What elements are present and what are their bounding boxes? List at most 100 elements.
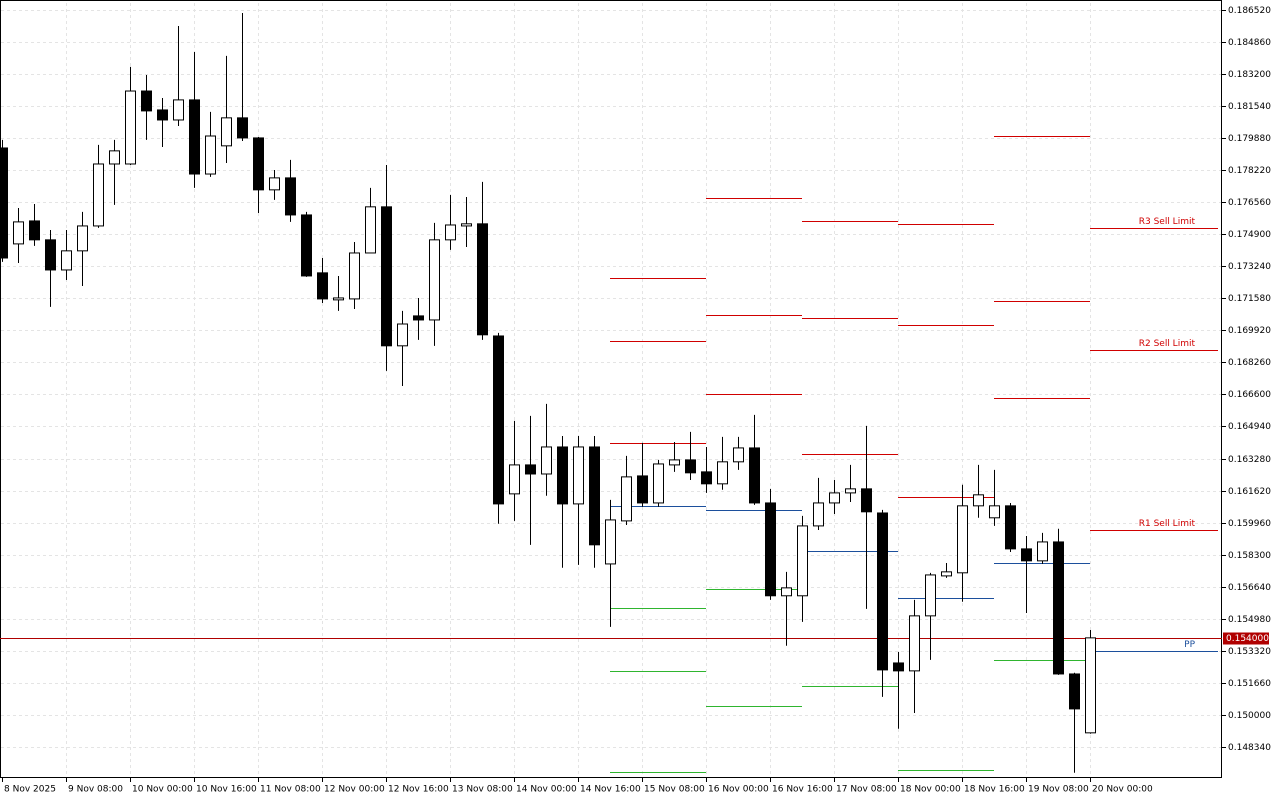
x-tick-label: 15 Nov 08:00 bbox=[644, 785, 705, 795]
candle-body bbox=[701, 471, 712, 485]
candle-body bbox=[285, 177, 296, 216]
y-tick-label: 0.168260 bbox=[1228, 358, 1271, 368]
candle-body bbox=[509, 464, 520, 495]
x-tick-label: 14 Nov 00:00 bbox=[516, 785, 577, 795]
candle-body bbox=[1021, 548, 1032, 562]
candle-body bbox=[381, 206, 392, 347]
candle-body bbox=[637, 475, 648, 504]
y-tick-label: 0.148340 bbox=[1228, 743, 1271, 753]
candle-body bbox=[13, 221, 24, 245]
y-tick-label: 0.178220 bbox=[1228, 166, 1271, 176]
current-price-box bbox=[1223, 632, 1269, 645]
y-tick-label: 0.154980 bbox=[1228, 615, 1271, 625]
x-tick-label: 20 Nov 00:00 bbox=[1092, 785, 1153, 795]
candle-body bbox=[93, 163, 104, 227]
y-tick-label: 0.174900 bbox=[1228, 230, 1271, 240]
candle-body bbox=[525, 464, 536, 475]
pivot-label: R3 Sell Limit bbox=[1139, 217, 1196, 227]
candle-body bbox=[1005, 505, 1016, 550]
candle-body bbox=[109, 150, 120, 165]
candle-body bbox=[125, 90, 136, 165]
candle-body bbox=[477, 223, 488, 336]
pivot-label: PP bbox=[1184, 640, 1195, 650]
candle-body bbox=[941, 571, 952, 577]
candle-body bbox=[1053, 541, 1064, 675]
y-tick-label: 0.186520 bbox=[1228, 6, 1271, 16]
x-tick-label: 16 Nov 16:00 bbox=[772, 785, 833, 795]
candle-body bbox=[557, 446, 568, 505]
y-tick-label: 0.184860 bbox=[1228, 38, 1271, 48]
candle-body bbox=[237, 117, 248, 139]
y-tick-label: 0.183200 bbox=[1228, 70, 1271, 80]
candle-body bbox=[669, 459, 680, 466]
candle-body bbox=[397, 323, 408, 347]
y-tick-label: 0.163280 bbox=[1228, 455, 1271, 465]
candle-body bbox=[845, 488, 856, 494]
candle-body bbox=[573, 446, 584, 505]
y-tick-label: 0.158300 bbox=[1228, 551, 1271, 561]
candle-body bbox=[461, 223, 472, 227]
candle-body bbox=[685, 459, 696, 474]
candle-body bbox=[1037, 541, 1048, 562]
candle-body bbox=[541, 446, 552, 475]
x-tick-label: 11 Nov 08:00 bbox=[260, 785, 321, 795]
y-tick-label: 0.153320 bbox=[1228, 647, 1271, 657]
candle-body bbox=[349, 252, 360, 300]
x-tick-label: 13 Nov 08:00 bbox=[452, 785, 513, 795]
candle-body bbox=[861, 488, 872, 513]
pivot-label: R2 Sell Limit bbox=[1139, 339, 1196, 349]
candle-body bbox=[365, 206, 376, 254]
candle-body bbox=[589, 446, 600, 546]
candle-body bbox=[781, 587, 792, 597]
candle-body bbox=[877, 512, 888, 671]
y-tick-label: 0.173240 bbox=[1228, 262, 1271, 272]
x-tick-label: 17 Nov 08:00 bbox=[836, 785, 897, 795]
x-tick-label: 10 Nov 16:00 bbox=[196, 785, 257, 795]
y-tick-label: 0.181540 bbox=[1228, 102, 1271, 112]
candle-body bbox=[493, 335, 504, 505]
current-price-label: 0.154000 bbox=[1226, 634, 1269, 644]
candle-body bbox=[749, 447, 760, 504]
candle-body bbox=[973, 494, 984, 507]
x-tick-label: 14 Nov 16:00 bbox=[580, 785, 641, 795]
plot-frame bbox=[0, 0, 1222, 778]
candle-body bbox=[61, 250, 72, 271]
y-tick-label: 0.150000 bbox=[1228, 711, 1271, 721]
x-tick-label: 19 Nov 08:00 bbox=[1028, 785, 1089, 795]
pivot-label: R1 Sell Limit bbox=[1139, 519, 1196, 529]
y-tick-label: 0.161620 bbox=[1228, 487, 1271, 497]
candle-body bbox=[621, 476, 632, 522]
candle-body bbox=[909, 615, 920, 672]
x-tick-label: 18 Nov 16:00 bbox=[964, 785, 1025, 795]
candle-body bbox=[221, 117, 232, 147]
candle-body bbox=[717, 461, 728, 485]
candle-body bbox=[173, 99, 184, 121]
x-tick-label: 16 Nov 00:00 bbox=[708, 785, 769, 795]
candle-body bbox=[317, 272, 328, 300]
candle-body bbox=[829, 492, 840, 504]
x-tick-label: 10 Nov 00:00 bbox=[132, 785, 193, 795]
candle-body bbox=[605, 519, 616, 565]
y-tick-label: 0.176560 bbox=[1228, 198, 1271, 208]
candle-body bbox=[77, 225, 88, 252]
candle-body bbox=[957, 505, 968, 574]
x-tick-label: 18 Nov 00:00 bbox=[900, 785, 961, 795]
candle-body bbox=[797, 525, 808, 597]
candle-body bbox=[925, 574, 936, 617]
candle-body bbox=[413, 315, 424, 321]
candle-body bbox=[989, 505, 1000, 519]
y-tick-label: 0.164940 bbox=[1228, 422, 1271, 432]
candle-body bbox=[45, 239, 56, 271]
candle-body bbox=[1069, 673, 1080, 710]
y-tick-label: 0.169920 bbox=[1228, 326, 1271, 336]
candle-body bbox=[653, 463, 664, 504]
candle-body bbox=[445, 224, 456, 241]
candle-body bbox=[269, 177, 280, 191]
candle-body bbox=[141, 90, 152, 112]
candle-body bbox=[29, 220, 40, 241]
y-tick-label: 0.166600 bbox=[1228, 390, 1271, 400]
y-tick-label: 0.179880 bbox=[1228, 134, 1271, 144]
candle-body bbox=[189, 99, 200, 175]
